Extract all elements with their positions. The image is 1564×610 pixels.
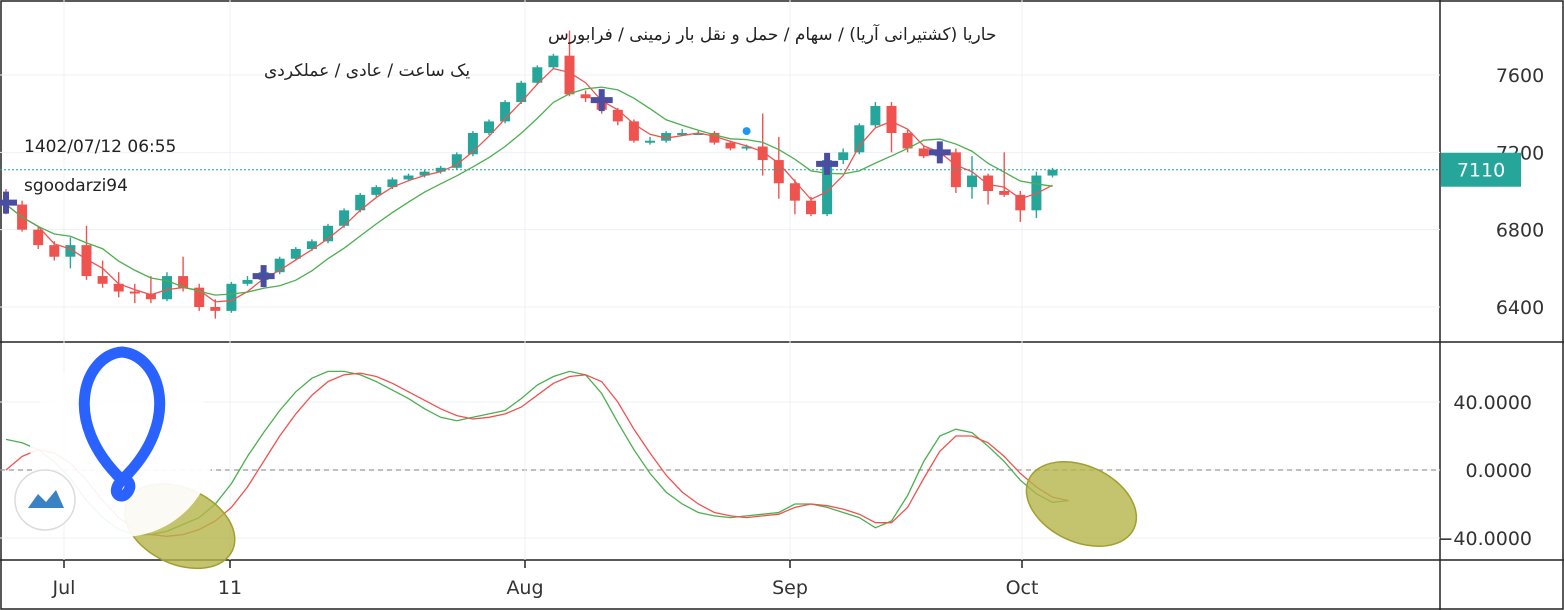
logo-watermark — [14, 346, 214, 537]
plus-marker-icon — [590, 89, 613, 112]
candle-body — [870, 105, 881, 126]
candle-body — [838, 152, 849, 161]
chart-cloud-icon — [28, 490, 64, 508]
candle-body — [902, 133, 913, 149]
candlestick-series — [0, 30, 1440, 319]
candle-body — [757, 146, 768, 161]
candle-body — [210, 307, 221, 311]
candle-body — [306, 241, 317, 249]
candle-body — [371, 187, 382, 195]
candle-body — [999, 191, 1010, 195]
price-tick-label: 6400 — [1496, 297, 1544, 319]
candle-body — [290, 249, 301, 259]
candle-body — [403, 175, 414, 180]
candle-body — [661, 133, 672, 141]
candle-body — [612, 109, 623, 122]
candle-body — [983, 175, 994, 191]
candle-body — [725, 142, 736, 149]
last-price-label: 7110 — [1457, 160, 1505, 182]
osc-tick-label: −40.0000 — [1438, 528, 1533, 550]
candle-body — [419, 171, 430, 176]
candle-body — [628, 121, 639, 141]
candle-body — [789, 183, 800, 201]
candle-body — [242, 279, 253, 284]
time-tick-label: Jul — [52, 577, 76, 599]
candle-body — [81, 245, 92, 277]
candle-body — [709, 133, 720, 143]
price-tick-label: 7600 — [1496, 65, 1544, 87]
candle-body — [113, 283, 124, 292]
last-price-tag — [1441, 152, 1521, 187]
candle-body — [97, 276, 108, 284]
plus-marker-icon — [928, 141, 951, 164]
candle-body — [548, 55, 559, 68]
price-tick-label: 6800 — [1496, 220, 1544, 242]
candle-body — [532, 67, 543, 83]
candle-body — [580, 94, 591, 99]
slow-ma-line — [5, 86, 1053, 296]
chart-title: حاریا (کشتیرانی آریا) / سهام / حمل و نقل… — [548, 23, 996, 45]
candle-body — [323, 225, 333, 242]
candle-body — [854, 125, 865, 153]
fast-ma-line — [5, 67, 1053, 303]
candle-body — [693, 133, 704, 135]
plus-marker-icon — [0, 191, 17, 214]
candle-body — [129, 291, 140, 294]
candle-body — [467, 133, 478, 155]
candle-body — [451, 154, 462, 168]
loop-logo-icon — [78, 346, 166, 502]
price-axis[interactable]: 760072006800640040.00000.0000−40.0000711… — [1438, 65, 1545, 550]
candle-body — [145, 293, 156, 300]
candle-body — [564, 55, 575, 95]
candle-body — [226, 283, 237, 311]
candle-body — [65, 245, 76, 257]
time-tick-label: Sep — [772, 577, 808, 599]
time-axis[interactable]: Jul 11 Aug Sep Oct — [52, 560, 1039, 599]
plus-marker-icon — [252, 265, 275, 288]
candle-body — [339, 210, 350, 226]
candle-body — [1047, 169, 1058, 176]
time-tick-label: Aug — [506, 577, 543, 599]
chart-subtitle: یک ساعت / عادی / عملکردی — [264, 61, 470, 81]
candle-body — [194, 287, 205, 307]
candle-body — [773, 160, 784, 184]
plus-marker-icon — [816, 152, 839, 175]
candle-body — [918, 148, 929, 157]
candle-body — [49, 245, 60, 257]
candle-body — [484, 121, 494, 133]
candle-body — [500, 102, 511, 122]
candle-body — [178, 276, 189, 288]
candle-body — [645, 140, 655, 143]
author-label: sgoodarzi94 — [24, 176, 128, 196]
app-badge — [14, 469, 76, 531]
osc-tick-label: 40.0000 — [1453, 392, 1532, 414]
candle-body — [806, 200, 816, 215]
candle-body — [741, 146, 752, 149]
candle-body — [967, 175, 977, 188]
candle-body — [355, 194, 366, 211]
candle-body — [822, 160, 833, 215]
datetime-label: 1402/07/12 06:55 — [24, 137, 176, 157]
signal-markers — [0, 89, 951, 288]
candle-body — [950, 152, 961, 188]
candle-body — [162, 276, 172, 300]
candle-body — [677, 133, 688, 135]
highlight-ellipses — [124, 460, 1138, 570]
grid-lines — [0, 0, 1440, 560]
candle-body — [516, 82, 527, 103]
candle-body — [274, 258, 285, 273]
time-tick-label: 11 — [218, 577, 242, 599]
candle-body — [387, 179, 398, 188]
osc-tick-label: 0.0000 — [1466, 460, 1532, 482]
candle-body — [886, 105, 897, 133]
signal-dot — [742, 127, 751, 136]
highlight-ellipse — [1025, 460, 1138, 548]
candle-body — [1015, 194, 1026, 211]
logo-badge — [30, 353, 214, 537]
time-tick-label: Oct — [1006, 577, 1039, 599]
candle-body — [33, 229, 44, 246]
